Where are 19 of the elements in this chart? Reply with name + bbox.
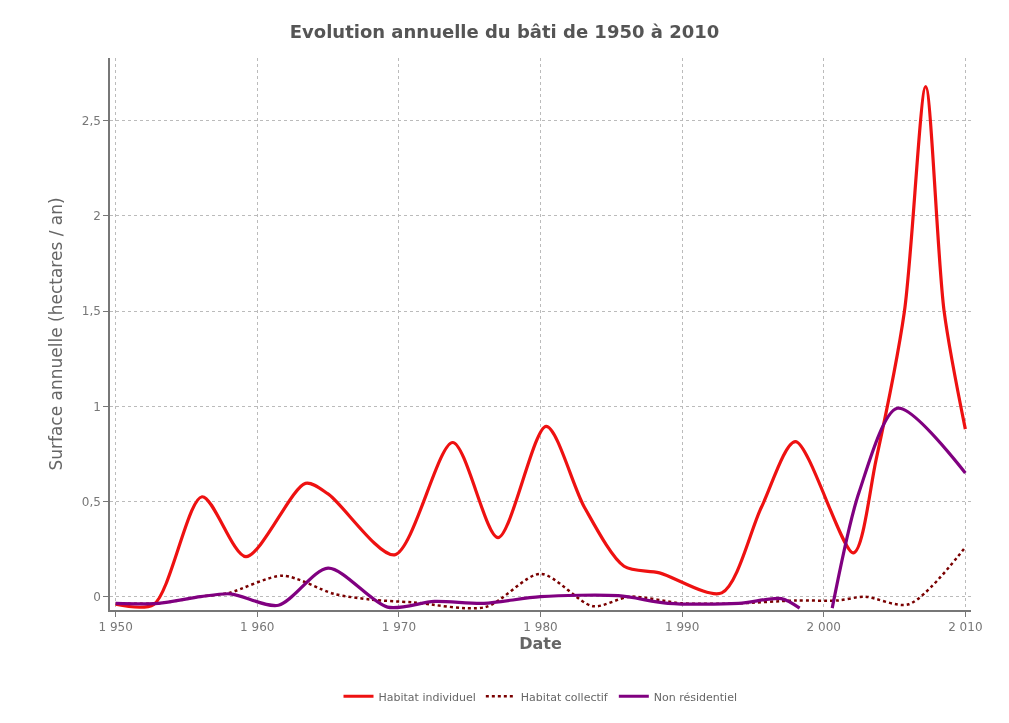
x-tick-label: 1 980 xyxy=(523,620,558,635)
x-tick-label: 1 990 xyxy=(664,620,700,635)
y-tick-label: 2 xyxy=(93,209,101,224)
legend-label: Habitat individuel xyxy=(378,690,476,704)
x-tick-label: 1 970 xyxy=(381,620,417,635)
chart-title: Evolution annuelle du bâti de 1950 à 2010 xyxy=(289,20,720,42)
y-axis-title: Surface annuelle (hectares / an) xyxy=(45,197,66,471)
y-tick-label: 1 xyxy=(93,399,101,414)
x-tick-label: 1 960 xyxy=(240,620,275,635)
x-axis-title: Date xyxy=(519,634,562,654)
y-tick-label: 0,5 xyxy=(81,494,101,509)
x-tick-label: 2 000 xyxy=(806,620,841,635)
x-tick-label: 2 010 xyxy=(948,620,983,635)
y-tick-label: 1,5 xyxy=(81,304,101,319)
y-tick-label: 0 xyxy=(93,589,101,604)
y-tick-label: 2,5 xyxy=(81,114,101,129)
legend-label: Non résidentiel xyxy=(653,690,737,704)
legend-label: Habitat collectif xyxy=(520,690,609,704)
x-tick-label: 1 950 xyxy=(98,620,133,635)
